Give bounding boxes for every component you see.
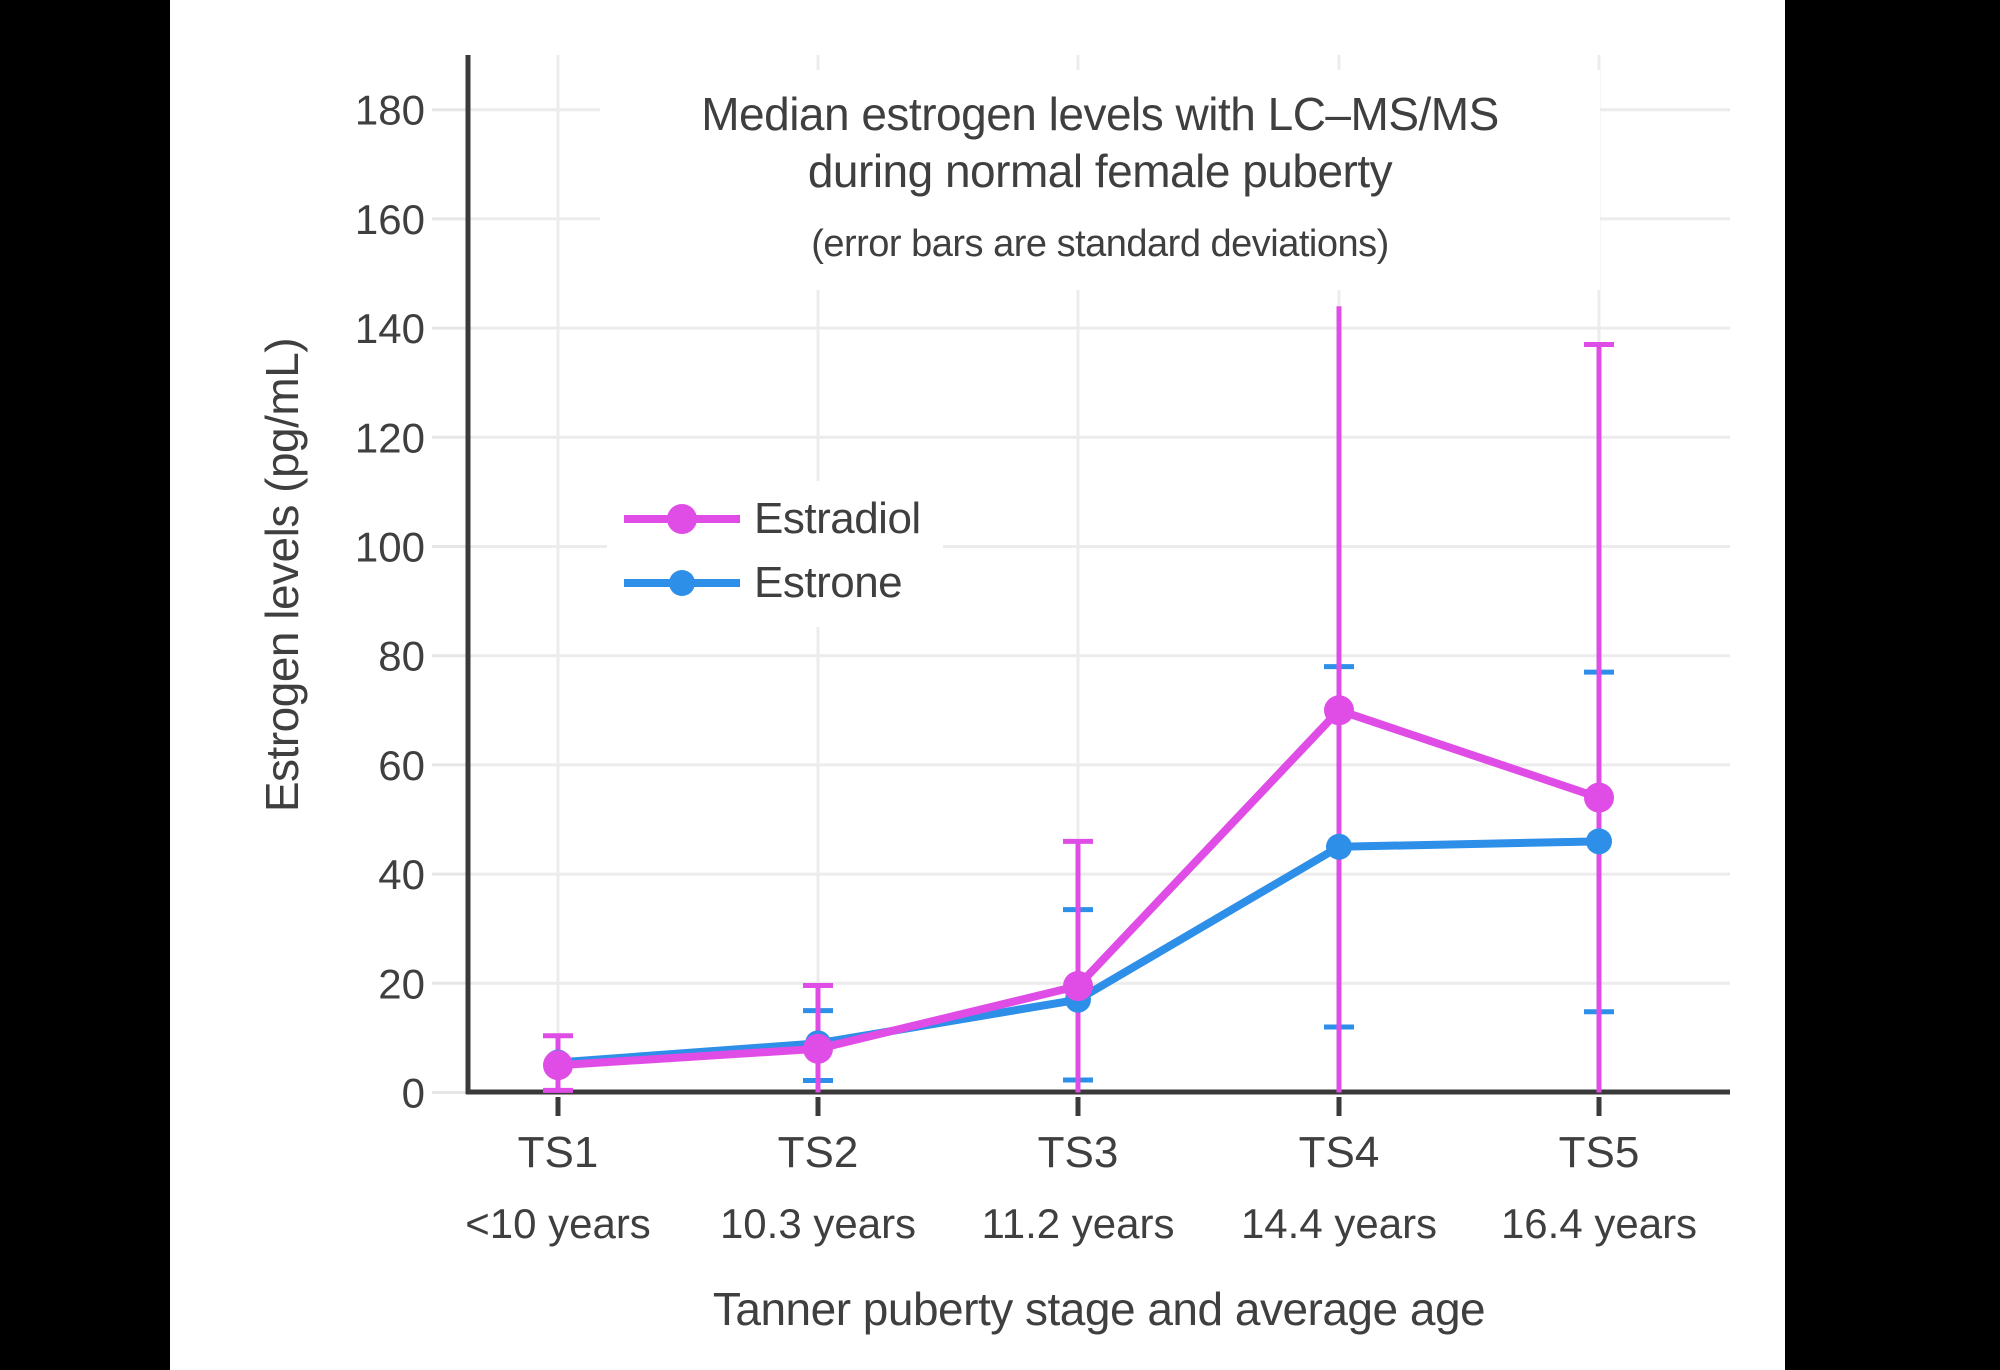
chart-canvas: 0 20 40 60 80 100 120 140 160 180 TS1 <10 years TS2 1… (170, 0, 1785, 1370)
data-point-estradiol-TS3 (1063, 971, 1093, 1002)
legend-label-estrone: Estrone (754, 558, 903, 607)
x-tick-label-TS3: TS3 (1038, 1128, 1119, 1177)
data-point-estradiol-TS1 (543, 1050, 573, 1081)
x-tick-label-TS2: TS2 (778, 1128, 859, 1177)
y-tick-label-20: 20 (378, 960, 425, 1007)
chart-title-box: Median estrogen levels with LC–MS/MS dur… (600, 70, 1600, 290)
legend-swatch-estrone (624, 570, 740, 596)
chart-title-line1: Median estrogen levels with LC–MS/MS (701, 88, 1499, 140)
data-point-estradiol-TS2 (803, 1033, 833, 1064)
data-point-estradiol-TS4 (1324, 695, 1354, 726)
legend-label-estradiol: Estradiol (754, 494, 921, 543)
x-tick-sublabel-TS3: 11.2 years (982, 1200, 1175, 1247)
y-tick-label-180: 180 (355, 87, 425, 134)
y-tick-label-100: 100 (355, 524, 425, 571)
y-tick-label-0: 0 (402, 1070, 425, 1117)
x-tick-label-TS1: TS1 (518, 1128, 599, 1177)
legend-swatch-estradiol (624, 504, 740, 534)
y-tick-label-120: 120 (355, 414, 425, 461)
y-axis-title: Estrogen levels (pg/mL) (256, 337, 308, 813)
chart-subtitle: (error bars are standard deviations) (811, 223, 1389, 265)
x-tick-sublabel-TS1: <10 years (465, 1200, 651, 1247)
data-point-estradiol-TS5 (1584, 782, 1614, 813)
y-tick-label-140: 140 (355, 305, 425, 352)
data-point-estrone-TS5 (1586, 828, 1612, 855)
x-tick-sublabel-TS5: 16.4 years (1501, 1200, 1697, 1247)
x-tick-sublabel-TS4: 14.4 years (1241, 1200, 1437, 1247)
legend: Estradiol Estrone (607, 481, 943, 627)
y-tick-label-80: 80 (378, 633, 425, 680)
legend-item-estrone[interactable]: Estrone (622, 551, 943, 615)
x-tick-label-TS5: TS5 (1559, 1128, 1640, 1177)
chart-title-line2: during normal female puberty (807, 145, 1393, 197)
y-tick-label-60: 60 (378, 742, 425, 789)
y-tick-label-160: 160 (355, 196, 425, 243)
x-tick-label-TS4: TS4 (1299, 1128, 1380, 1177)
legend-item-estradiol[interactable]: Estradiol (622, 487, 943, 551)
data-point-estrone-TS4 (1326, 833, 1352, 860)
y-tick-label-40: 40 (378, 851, 425, 898)
x-axis-title: Tanner puberty stage and average age (712, 1283, 1486, 1335)
x-tick-sublabel-TS2: 10.3 years (720, 1200, 916, 1247)
